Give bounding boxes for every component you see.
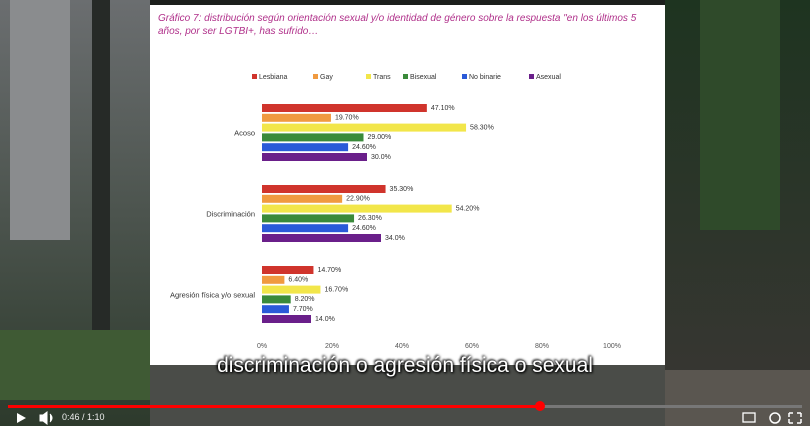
progress-handle[interactable] — [535, 401, 545, 411]
value-label: 19.70% — [335, 115, 359, 122]
legend-label: Gay — [320, 74, 333, 81]
bar — [262, 114, 331, 122]
bar — [262, 295, 291, 303]
bar — [262, 266, 313, 274]
legend-swatch — [403, 74, 408, 79]
category-label: Acoso — [234, 128, 255, 137]
progress-played — [8, 405, 540, 408]
value-label: 24.60% — [352, 225, 376, 232]
video-player: 0% 20% 40% 60% 80% 100% Lesbiana Gay Trans Bisexu… — [0, 0, 810, 426]
bar — [262, 185, 386, 193]
pavement — [665, 370, 810, 426]
bar — [262, 276, 284, 284]
value-label: 26.30% — [358, 215, 382, 222]
bar — [262, 315, 311, 323]
x-tick-label: 20% — [325, 343, 339, 350]
bar — [262, 143, 348, 151]
x-tick-label: 100% — [603, 343, 621, 350]
legend-label: No binarie — [469, 74, 501, 81]
value-label: 24.60% — [352, 144, 376, 151]
value-label: 29.00% — [368, 134, 392, 141]
legend-swatch — [313, 74, 318, 79]
bar — [262, 104, 427, 112]
bar — [262, 224, 348, 232]
x-tick-label: 60% — [465, 343, 479, 350]
bar — [262, 214, 354, 222]
x-tick-label: 40% — [395, 343, 409, 350]
legend-swatch — [252, 74, 257, 79]
legend-swatch — [366, 74, 371, 79]
chart-title: Gráfico 7: distribución según orientació… — [158, 12, 648, 38]
bar — [262, 305, 289, 313]
bar — [262, 153, 367, 161]
value-label: 22.90% — [346, 196, 370, 203]
value-label: 14.0% — [315, 316, 335, 323]
x-tick-label: 80% — [535, 343, 549, 350]
bar — [262, 133, 364, 141]
legend-swatch — [462, 74, 467, 79]
legend-label: Bisexual — [410, 74, 437, 81]
value-label: 7.70% — [293, 306, 313, 313]
value-label: 30.0% — [371, 154, 391, 161]
value-label: 8.20% — [295, 296, 315, 303]
legend-label: Lesbiana — [259, 74, 288, 81]
legend-swatch — [529, 74, 534, 79]
legend-label: Trans — [373, 74, 391, 81]
value-label: 35.30% — [390, 186, 414, 193]
value-label: 54.20% — [456, 205, 480, 212]
bar — [262, 286, 320, 294]
value-label: 47.10% — [431, 105, 455, 112]
bar — [262, 234, 381, 242]
value-label: 58.30% — [470, 124, 494, 131]
tree — [700, 0, 780, 230]
building — [10, 0, 70, 240]
category-label: Agresión física y/o sexual — [170, 290, 255, 299]
bar — [262, 205, 452, 213]
value-label: 14.70% — [317, 267, 341, 274]
legend-label: Asexual — [536, 74, 561, 81]
value-label: 34.0% — [385, 235, 405, 242]
x-tick-label: 0% — [257, 343, 267, 350]
value-label: 16.70% — [324, 286, 348, 293]
time-display: 0:46 / 1:10 — [62, 412, 105, 422]
value-label: 6.40% — [288, 277, 308, 284]
bar — [262, 195, 342, 203]
category-label: Discriminación — [206, 209, 255, 218]
bar — [262, 124, 466, 132]
subtitle-caption: discriminación o agresión física o sexua… — [0, 354, 810, 378]
